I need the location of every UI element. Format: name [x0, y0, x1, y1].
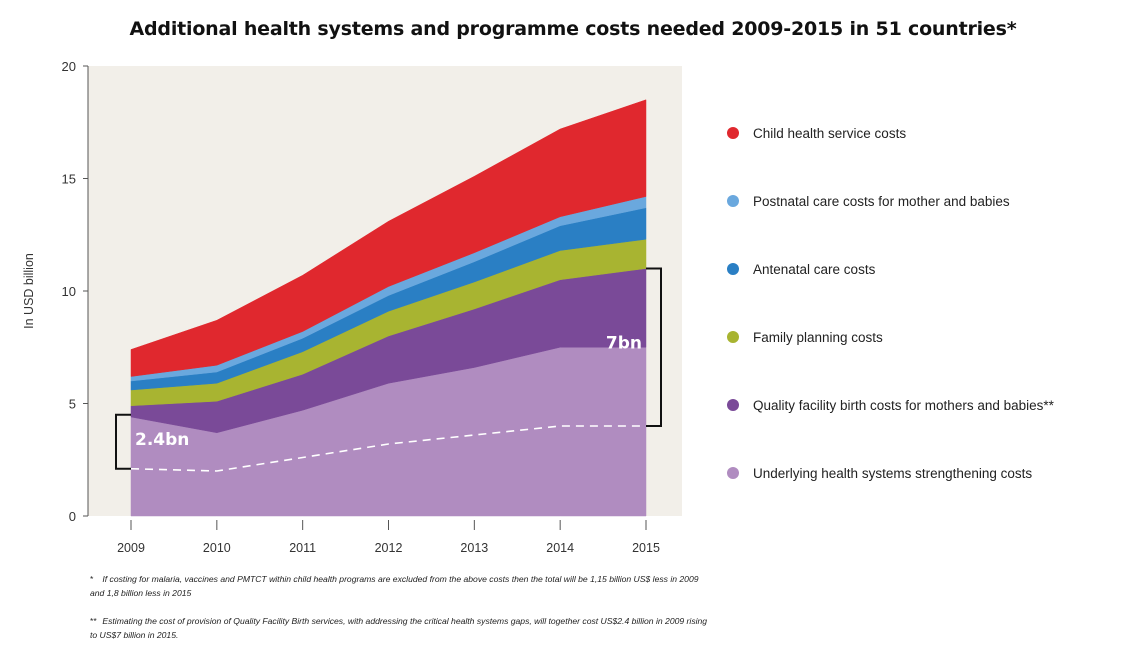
y-axis: 0 5 10 15 20 [62, 59, 88, 524]
x-tick-label: 2014 [546, 541, 574, 555]
legend: Child health service costs Postnatal car… [727, 126, 1054, 534]
annotation-label: 2.4bn [135, 430, 189, 450]
y-tick-label: 5 [69, 397, 76, 412]
legend-label: Child health service costs [753, 126, 907, 141]
footnote-1: * If costing for malaria, vaccines and P… [90, 572, 710, 600]
legend-item-health-systems: Underlying health systems strengthening … [727, 466, 1054, 534]
x-tick-label: 2015 [632, 541, 660, 555]
dashed-reference-line [130, 425, 646, 472]
footnote-mark: * [90, 574, 94, 584]
x-tick-label: 2013 [460, 541, 488, 555]
legend-swatch-icon [727, 195, 739, 207]
x-axis: 2009 2010 2011 2012 2013 2014 2015 [117, 520, 660, 555]
annotation-bracket [646, 267, 662, 427]
x-tick-label: 2011 [289, 541, 316, 555]
y-axis-label: In USD billion [22, 253, 36, 329]
legend-item-antenatal: Antenatal care costs [727, 262, 1054, 330]
legend-label: Antenatal care costs [753, 262, 876, 277]
legend-label: Underlying health systems strengthening … [753, 466, 1033, 481]
y-tick-label: 20 [62, 59, 76, 74]
annotation-label: 7bn [606, 334, 642, 354]
chart-title: Additional health systems and programme … [129, 18, 1017, 40]
footnote-text: Estimating the cost of provision of Qual… [90, 616, 708, 640]
legend-item-quality-facility-birth: Quality facility birth costs for mothers… [727, 398, 1054, 466]
x-tick-label: 2009 [117, 541, 145, 555]
legend-label: Postnatal care costs for mother and babi… [753, 194, 1010, 209]
legend-swatch-icon [727, 467, 739, 479]
footnote-text: If costing for malaria, vaccines and PMT… [90, 574, 699, 598]
legend-item-family-planning: Family planning costs [727, 330, 1054, 398]
x-tick-label: 2012 [375, 541, 403, 555]
legend-swatch-icon [727, 331, 739, 343]
legend-swatch-icon [727, 127, 739, 139]
y-tick-label: 10 [62, 284, 76, 299]
legend-item-child-health: Child health service costs [727, 126, 1054, 194]
footnote-2: ** Estimating the cost of provision of Q… [90, 614, 710, 642]
annotation-bracket [115, 413, 131, 470]
footnote-mark: ** [90, 616, 97, 626]
annotation-brackets: 2.4bn 7bn [115, 267, 662, 470]
area-series-group [130, 99, 647, 517]
legend-label: Quality facility birth costs for mothers… [753, 398, 1054, 413]
legend-item-postnatal: Postnatal care costs for mother and babi… [727, 194, 1054, 262]
y-tick-label: 0 [69, 509, 76, 524]
legend-swatch-icon [727, 399, 739, 411]
x-tick-label: 2010 [203, 541, 231, 555]
legend-label: Family planning costs [753, 330, 883, 345]
legend-swatch-icon [727, 263, 739, 275]
y-tick-label: 15 [62, 172, 76, 187]
area-series-5 [130, 99, 647, 377]
